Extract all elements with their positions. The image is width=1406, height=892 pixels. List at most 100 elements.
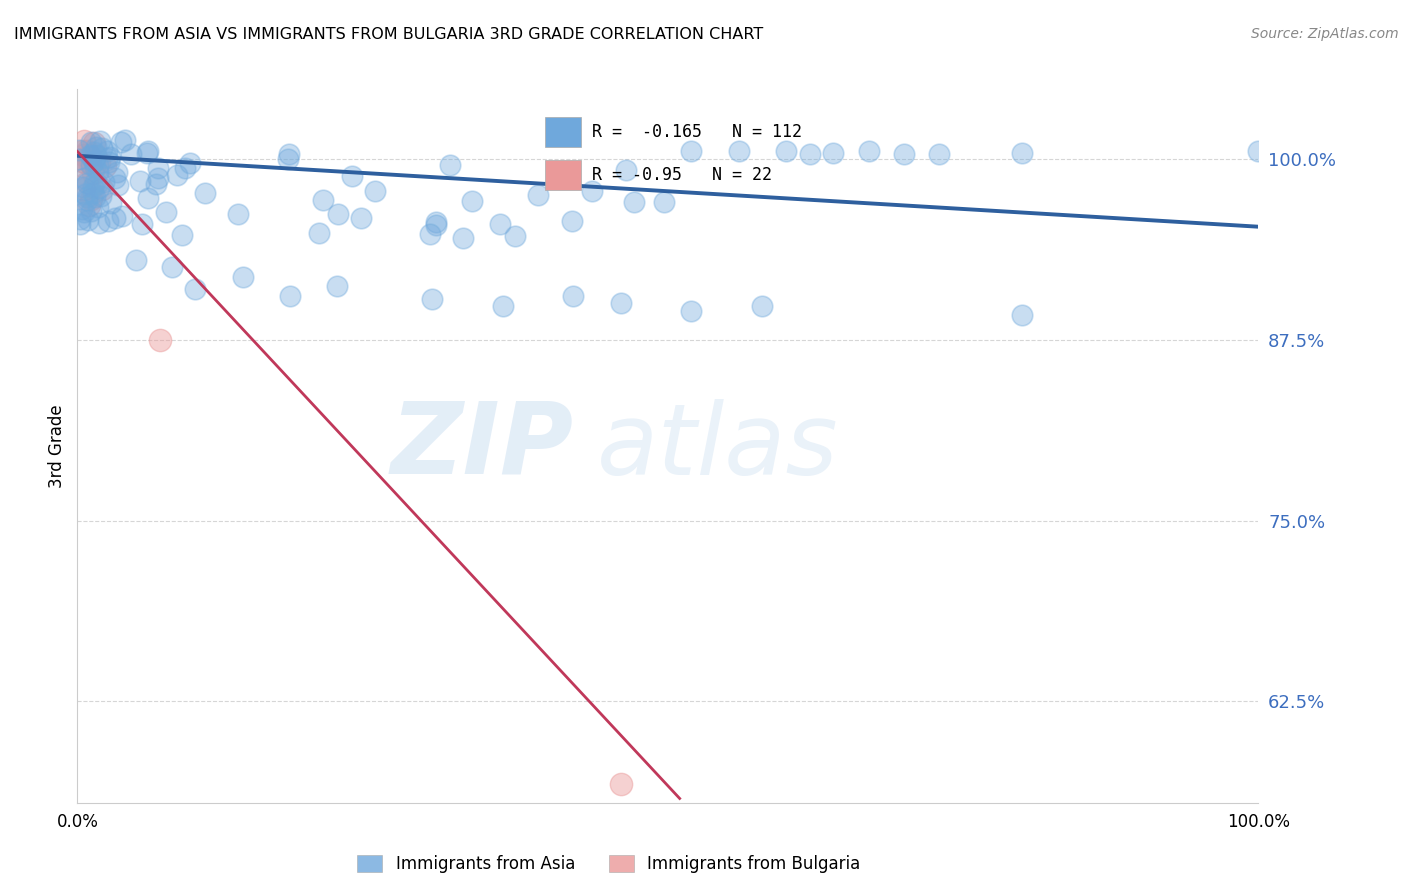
Point	[72, 159, 94, 173]
Point	[97, 154, 120, 169]
Point	[73, 205, 96, 219]
Point	[609, 296, 631, 310]
Point	[155, 205, 177, 219]
Point	[76, 190, 98, 204]
Point	[491, 299, 513, 313]
Point	[652, 194, 675, 209]
Point	[89, 155, 111, 169]
Point	[82, 180, 104, 194]
Point	[823, 145, 845, 160]
Point	[136, 146, 159, 161]
Point	[561, 214, 583, 228]
Point	[72, 182, 94, 196]
Point	[77, 154, 100, 169]
Point	[160, 260, 183, 275]
Point	[84, 190, 107, 204]
Text: Source: ZipAtlas.com: Source: ZipAtlas.com	[1251, 27, 1399, 41]
Point	[148, 161, 170, 175]
Point	[80, 135, 103, 149]
Point	[72, 145, 94, 159]
Point	[136, 144, 159, 158]
Bar	[546, 118, 581, 147]
Point	[364, 184, 387, 198]
Point	[84, 176, 107, 190]
Point	[120, 147, 142, 161]
Point	[73, 134, 96, 148]
Point	[131, 217, 153, 231]
Point	[681, 145, 703, 159]
Point	[73, 171, 96, 186]
Point	[623, 195, 645, 210]
Point	[179, 156, 201, 170]
Point	[70, 153, 93, 168]
Point	[83, 136, 105, 150]
Point	[104, 211, 127, 225]
Point	[96, 145, 118, 159]
Point	[419, 227, 441, 242]
Point	[727, 145, 749, 159]
Text: R = -0.95   N = 22: R = -0.95 N = 22	[592, 167, 772, 185]
Point	[451, 230, 474, 244]
Point	[82, 166, 104, 180]
Y-axis label: 3rd Grade: 3rd Grade	[48, 404, 66, 488]
Point	[86, 140, 108, 154]
Point	[97, 214, 120, 228]
Text: ZIP: ZIP	[391, 398, 574, 494]
Point	[82, 186, 104, 200]
Point	[69, 212, 91, 227]
Point	[87, 200, 110, 214]
Point	[326, 279, 349, 293]
Point	[83, 155, 105, 169]
Point	[96, 151, 118, 165]
Point	[614, 163, 637, 178]
Point	[184, 282, 207, 296]
Point	[105, 165, 128, 179]
Point	[73, 186, 96, 201]
Point	[562, 289, 585, 303]
Point	[98, 149, 121, 163]
Point	[67, 143, 90, 157]
Point	[91, 181, 114, 195]
Point	[90, 188, 112, 202]
Point	[79, 147, 101, 161]
Point	[928, 147, 950, 161]
Point	[129, 173, 152, 187]
Point	[80, 158, 103, 172]
Point	[146, 170, 169, 185]
Point	[80, 204, 103, 219]
Text: R =  -0.165   N = 112: R = -0.165 N = 112	[592, 123, 801, 141]
Point	[76, 145, 98, 159]
Point	[681, 303, 703, 318]
Point	[277, 147, 299, 161]
Point	[76, 176, 98, 190]
Point	[277, 153, 299, 167]
Point	[89, 216, 111, 230]
Point	[145, 177, 167, 191]
Point	[172, 228, 194, 243]
Point	[84, 147, 107, 161]
Point	[93, 159, 115, 173]
Point	[751, 299, 773, 313]
Point	[489, 217, 512, 231]
Point	[89, 181, 111, 195]
Point	[232, 270, 254, 285]
Point	[72, 179, 94, 194]
Point	[425, 215, 447, 229]
Point	[1247, 145, 1270, 159]
Point	[308, 226, 330, 240]
Point	[80, 192, 103, 206]
Point	[107, 178, 129, 192]
Point	[226, 207, 249, 221]
Point	[278, 289, 301, 303]
Point	[527, 188, 550, 202]
Point	[893, 147, 915, 161]
Point	[460, 194, 482, 209]
Point	[775, 145, 797, 159]
Point	[104, 171, 127, 186]
Point	[609, 777, 631, 791]
Point	[83, 145, 105, 160]
Point	[73, 148, 96, 162]
Point	[80, 149, 103, 163]
Point	[84, 149, 107, 163]
Point	[1011, 145, 1033, 160]
